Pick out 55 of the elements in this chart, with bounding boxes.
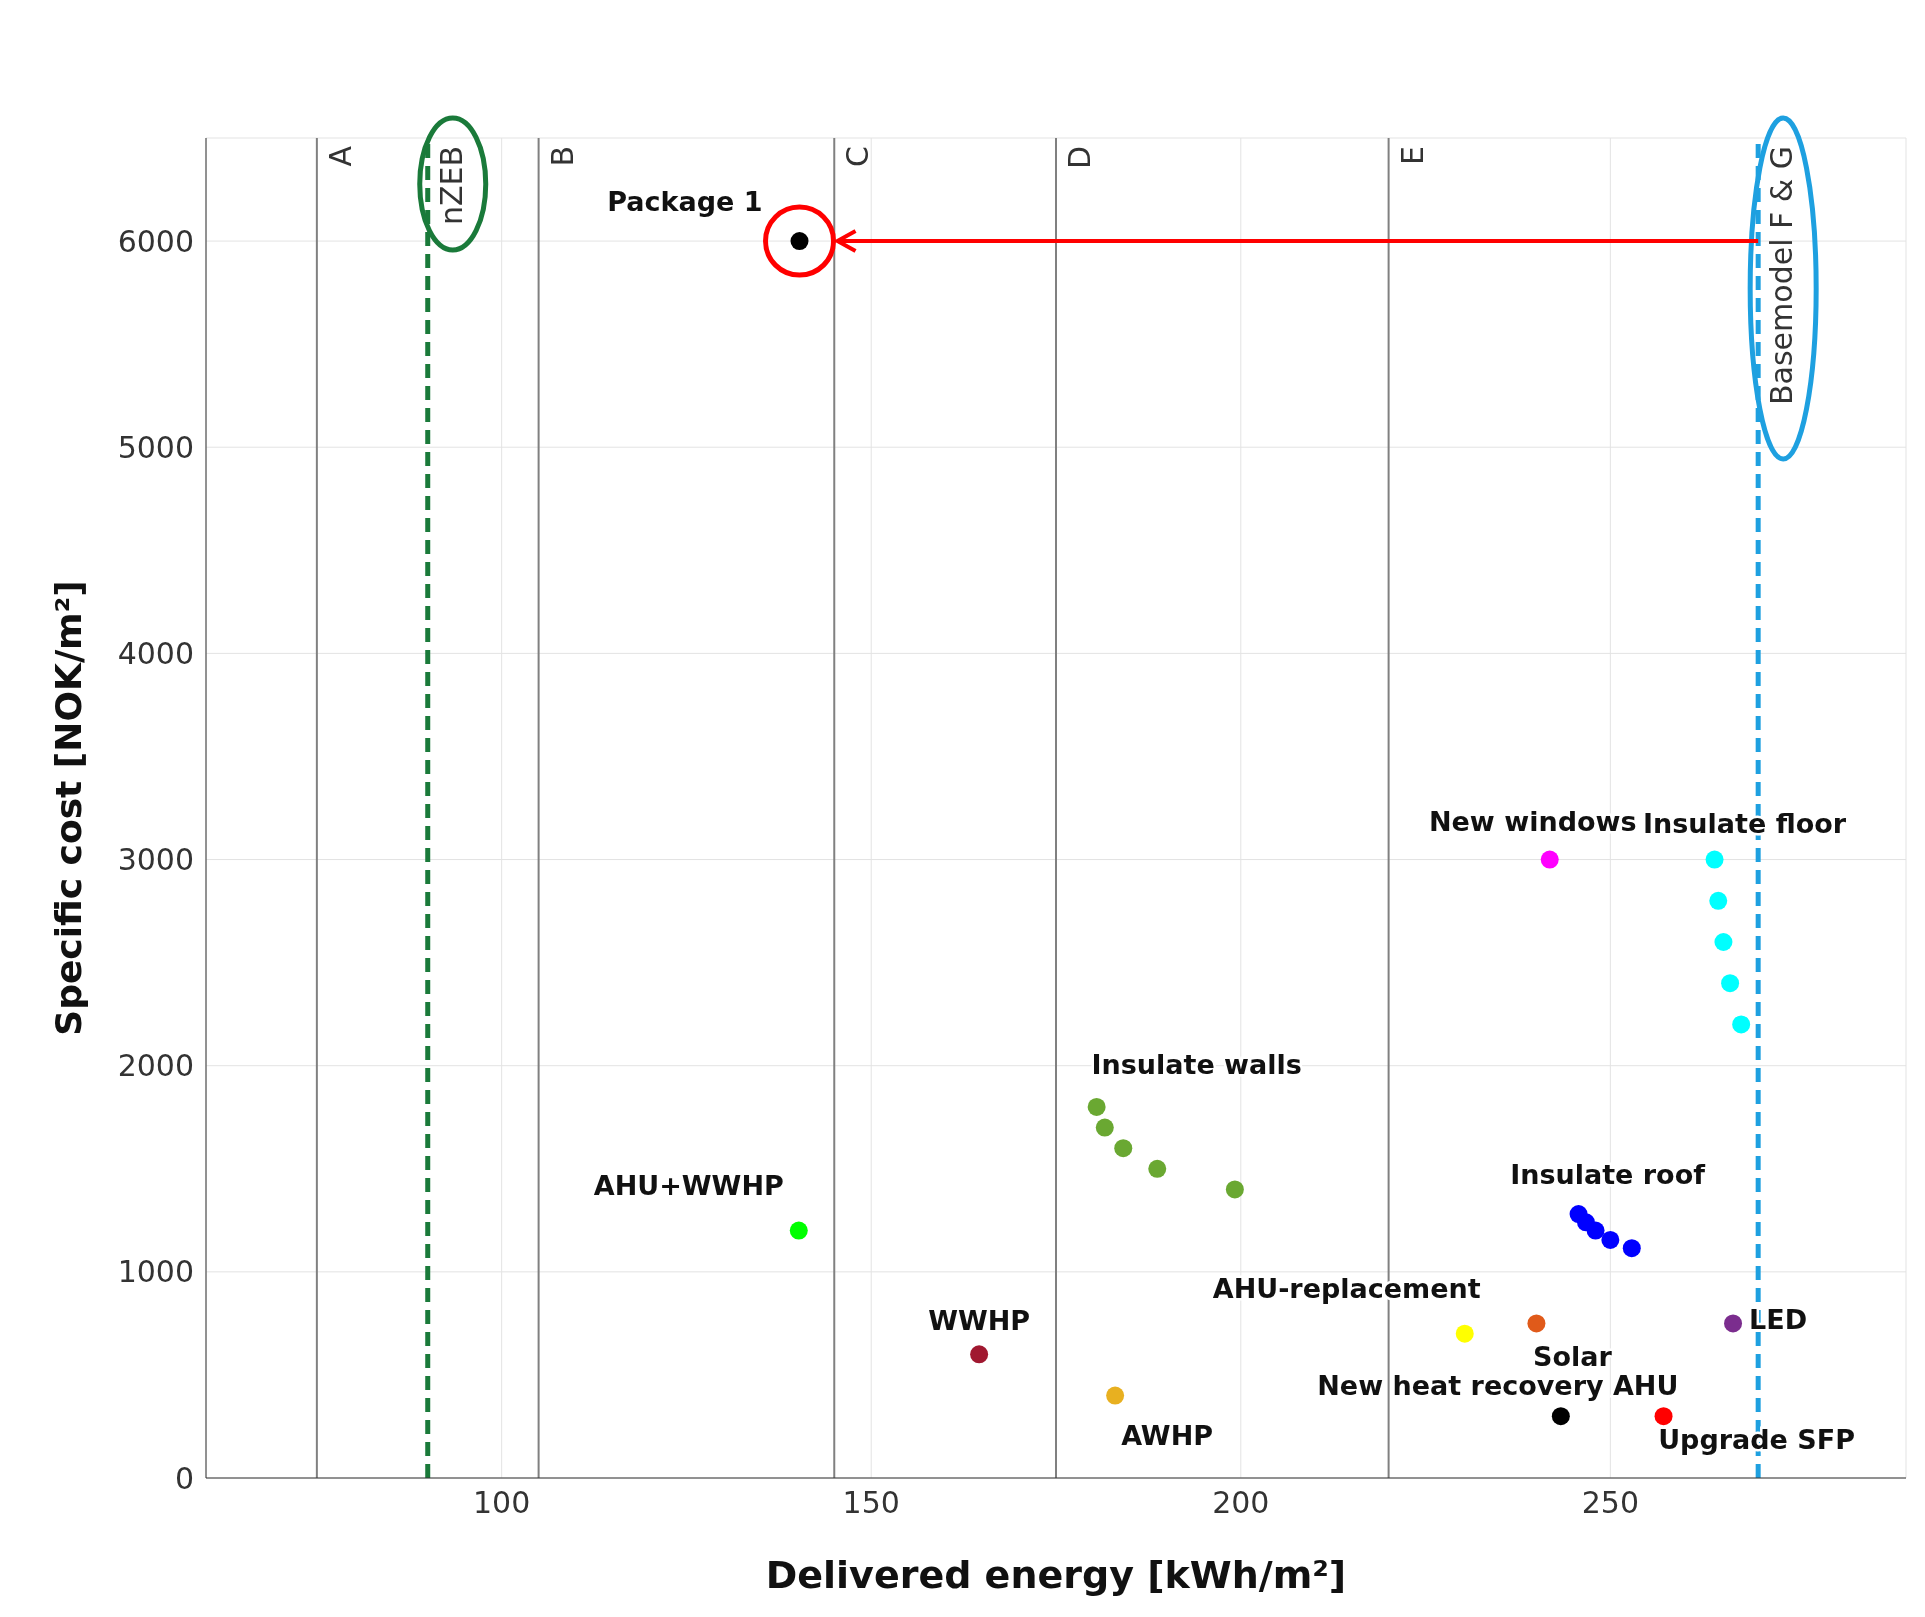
- series-label: Upgrade SFP: [1658, 1423, 1855, 1455]
- point: [1095, 1118, 1114, 1137]
- y-axis-title: Specific cost [NOK/m²]: [47, 580, 89, 1036]
- series-label: Insulate floor: [1643, 808, 1847, 840]
- series-label: AHU-replacement: [1212, 1273, 1481, 1305]
- x-tick-label: 250: [1581, 1485, 1639, 1521]
- series-label: AHU+WWHP: [593, 1170, 784, 1202]
- point: [1654, 1407, 1673, 1426]
- y-tick-label: 3000: [117, 842, 194, 878]
- series-label: AWHP: [1121, 1420, 1214, 1452]
- x-tick-label: 100: [473, 1485, 531, 1521]
- y-tick-label: 1000: [117, 1254, 194, 1290]
- y-tick-label: 0: [174, 1460, 194, 1496]
- ref-line-label: D: [1062, 146, 1097, 170]
- series-label: WWHP: [928, 1304, 1031, 1336]
- point: [1527, 1314, 1546, 1333]
- point: [1455, 1324, 1474, 1343]
- point: [1709, 891, 1728, 910]
- point: [1148, 1159, 1167, 1178]
- series-label: New windows: [1428, 806, 1637, 838]
- y-tick-label: 2000: [117, 1048, 194, 1084]
- point: [1106, 1386, 1125, 1405]
- point: [1540, 850, 1559, 869]
- x-tick-label: 200: [1212, 1485, 1270, 1521]
- y-tick-label: 4000: [117, 636, 194, 672]
- ref-line-label: Basemodel F & G: [1764, 146, 1800, 405]
- point: [789, 1221, 808, 1240]
- series-label: Insulate walls: [1091, 1049, 1302, 1081]
- point: [1714, 933, 1733, 951]
- point: [1721, 974, 1740, 993]
- point: [1586, 1221, 1605, 1240]
- point: [1551, 1407, 1570, 1426]
- point: [1732, 1015, 1751, 1034]
- point: [1225, 1180, 1244, 1199]
- ref-line-label: E: [1394, 146, 1430, 165]
- series-label: Insulate roof: [1510, 1158, 1706, 1190]
- series-label: LED: [1749, 1303, 1808, 1335]
- point: [1724, 1314, 1743, 1333]
- ref-line-label: A: [322, 145, 358, 167]
- x-axis-title: Delivered energy [kWh/m²]: [765, 1553, 1347, 1597]
- y-tick-label: 6000: [117, 223, 194, 259]
- ref-line-label: B: [544, 146, 580, 167]
- ref-line-label: nZEB: [433, 146, 469, 226]
- x-tick-label: 150: [842, 1485, 900, 1521]
- ref-line-label: C: [840, 146, 876, 167]
- y-tick-label: 5000: [117, 429, 194, 465]
- point: [1087, 1097, 1106, 1116]
- series-label: Solar: [1533, 1340, 1613, 1372]
- point: [1622, 1239, 1641, 1258]
- text: New heat recovery AHU: [1317, 1369, 1679, 1401]
- point: [1114, 1139, 1133, 1158]
- point: [1601, 1230, 1620, 1249]
- point: [970, 1345, 989, 1364]
- point: [1705, 850, 1724, 869]
- series-label: Package 1: [607, 185, 763, 217]
